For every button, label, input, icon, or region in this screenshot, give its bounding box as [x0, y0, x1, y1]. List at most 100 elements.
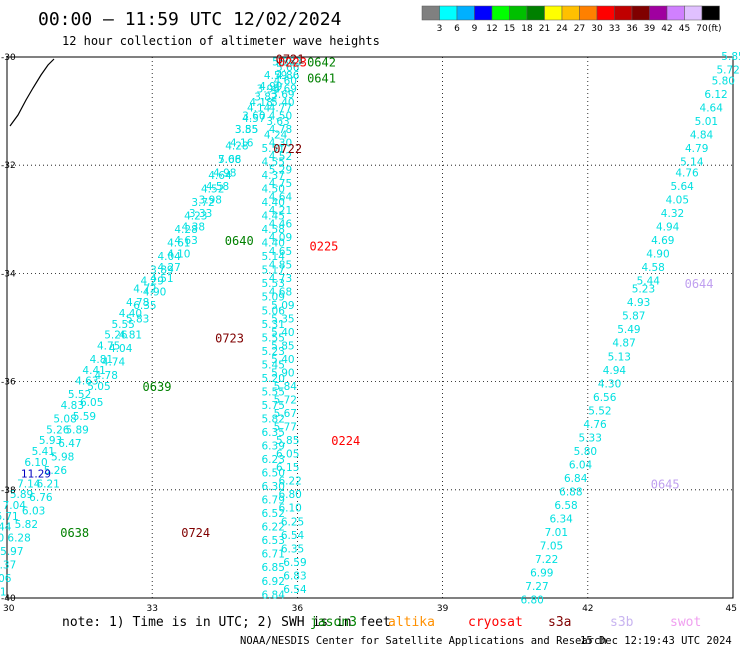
- swh-value: 5.53: [262, 278, 285, 290]
- swh-value: 5.33: [579, 432, 602, 444]
- swh-value: 7.05: [540, 541, 563, 553]
- swh-value: 7.22: [535, 554, 558, 566]
- colorbar-swatch: [456, 5, 475, 21]
- swh-value: 5.23: [632, 284, 655, 296]
- colorbar-tick-label: 24: [556, 24, 568, 34]
- swh-value: 6.34: [549, 514, 573, 526]
- x-tick-label: 33: [146, 604, 157, 614]
- swh-value: 5.84: [274, 381, 298, 393]
- colorbar-swatch: [439, 5, 458, 21]
- swh-value: 4.94: [603, 365, 627, 377]
- swh-value: 4.64: [269, 192, 293, 204]
- legend-item-jason3: jason3: [310, 615, 357, 630]
- pass-time-label: 0722: [273, 142, 302, 156]
- swh-value: 5.80: [712, 75, 735, 87]
- swh-value: 5.31: [262, 319, 285, 331]
- swh-value: 5.26: [44, 465, 68, 477]
- swh-value: 5.77: [274, 422, 297, 434]
- swh-value: 4.27: [157, 262, 180, 274]
- swh-value: 5.72: [716, 65, 739, 77]
- x-tick-label: 36: [292, 604, 304, 614]
- swh-value: 4.45: [262, 211, 285, 223]
- swh-value: 4.10: [167, 248, 190, 260]
- swh-value: 5.82: [262, 413, 285, 425]
- swh-value: 4.28: [174, 224, 197, 236]
- colorbar-tick-label: 12: [486, 24, 497, 34]
- swh-value: 5.08: [218, 154, 241, 166]
- swh-value: 6.79: [262, 495, 285, 507]
- colorbar-swatch: [579, 5, 598, 21]
- swh-value: 6.53: [262, 535, 285, 547]
- timestamp-text: 15 Dec 12:19:43 UTC 2024: [580, 635, 732, 647]
- swh-value: 6.76: [29, 492, 53, 504]
- swh-value: 6.39: [262, 441, 285, 453]
- swh-value: 5.20: [262, 373, 285, 385]
- swh-value: 4.69: [651, 235, 674, 247]
- swh-value: 4.73: [269, 273, 292, 285]
- chart-title: 00:00 – 11:59 UTC 12/02/2024: [38, 9, 341, 30]
- swh-value: 4.81: [90, 354, 113, 366]
- swh-value: 5.72: [274, 395, 297, 407]
- pass-time-label: 0645: [651, 477, 680, 491]
- swh-value: 5.59: [73, 411, 96, 423]
- swh-value: 6.12: [704, 89, 727, 101]
- swh-value: 6.80: [278, 489, 301, 501]
- colorbar-tick-label: 39: [644, 24, 656, 34]
- swh-value: 4.91: [0, 587, 7, 599]
- swh-value: 4.04: [157, 251, 181, 263]
- swh-value: 5.66: [276, 62, 300, 74]
- swh-value: 4.32: [661, 208, 684, 220]
- coastline-track: [9, 58, 55, 127]
- credit-text: NOAA/NESDIS Center for Satellite Applica…: [240, 635, 607, 647]
- swh-value: 4.64: [208, 170, 232, 182]
- swh-value: 4.58: [641, 262, 664, 274]
- swh-value: 5.82: [15, 519, 38, 531]
- swh-value: 4.98: [213, 167, 236, 179]
- track-track-d: 5.63 4.864.69 5.40 4.504.78 4.304.52 5.294.75…: [269, 56, 307, 595]
- colorbar-tick-label: 30: [591, 24, 603, 34]
- swh-value: 4.16: [230, 138, 254, 150]
- swh-value: 7.04: [3, 500, 27, 512]
- swh-value: 4.78: [269, 124, 292, 136]
- swh-value: 4.76: [583, 419, 607, 431]
- swh-value: 5.05: [87, 381, 110, 393]
- swh-value: 4.85: [269, 259, 292, 271]
- colorbar-swatch: [614, 5, 633, 21]
- legend-item-s3b: s3b: [610, 615, 634, 630]
- swh-value: 4.18: [249, 97, 272, 109]
- swh-value: 4.46: [269, 219, 293, 231]
- swh-value: 5.40: [271, 354, 294, 366]
- swh-value: 5.98: [51, 451, 74, 463]
- swh-value: 4.50: [269, 111, 292, 123]
- swh-value: 5.26: [104, 330, 128, 342]
- y-tick-label: -36: [1, 378, 16, 388]
- colorbar-tick-label: 18: [521, 24, 533, 34]
- swh-value: 4.58: [206, 181, 229, 193]
- track-track-c: 5.664.60 3.694.77 3.634.24 5.514.55 4.37 4.50…: [262, 62, 300, 601]
- pass-time-label: 0224: [331, 434, 360, 448]
- swh-value: 6.90: [0, 532, 4, 544]
- colorbar-swatch: [596, 5, 615, 21]
- swh-value: 4.79: [685, 143, 708, 155]
- swh-value: 5.23: [262, 346, 285, 358]
- pass-time-label: 0721: [276, 53, 305, 67]
- swh-value: 4.40: [119, 308, 142, 320]
- swh-value: 4.58: [262, 224, 285, 236]
- swh-value: 5.83: [126, 313, 149, 325]
- swh-value: 6.10: [278, 503, 301, 515]
- swh-value: 4.81: [119, 330, 142, 342]
- swh-value: 4.69: [274, 83, 297, 95]
- swh-value: 5.09: [271, 300, 294, 312]
- swh-value: 3.85: [235, 124, 258, 136]
- colorbar-tick-label: 45: [679, 24, 690, 34]
- track-track-a: 5.84.594.993.824.144.573.554.167.664.984…: [0, 56, 289, 598]
- swh-value: 6.50: [262, 468, 285, 480]
- data-layer: 5.84.594.993.824.144.573.554.167.664.984…: [0, 51, 740, 607]
- swh-value: 3.95: [257, 83, 280, 95]
- swh-value: 5.63: [278, 56, 301, 68]
- swh-value: 5.14: [680, 156, 704, 168]
- pass-time-label: 0644: [685, 277, 714, 291]
- legend-item-cryosat: cryosat: [468, 615, 523, 630]
- swh-value: 6.84: [564, 473, 588, 485]
